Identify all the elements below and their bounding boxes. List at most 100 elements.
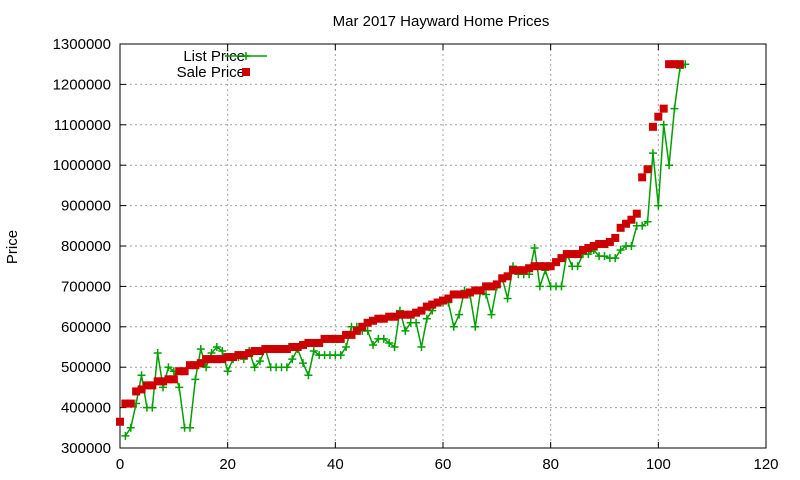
sale-price-point	[600, 239, 609, 248]
sale-price-point	[202, 355, 211, 364]
sale-price-point	[482, 282, 491, 291]
sale-price-point	[245, 349, 254, 358]
sale-price-point	[148, 381, 157, 390]
sale-price-point	[638, 173, 647, 182]
y-tick-label: 400000	[61, 400, 111, 417]
sale-price-point	[433, 298, 442, 307]
sale-price-point	[584, 244, 593, 253]
sale-price-point	[428, 300, 437, 309]
y-tick-label: 1300000	[53, 36, 111, 53]
list-price-point	[390, 343, 399, 351]
sale-price-point	[455, 290, 464, 299]
legend-marker-sale-price	[242, 68, 250, 76]
sale-price-point	[530, 262, 539, 271]
y-tick-label: 500000	[61, 359, 111, 376]
sale-price-point	[180, 367, 189, 376]
sale-price-point	[578, 246, 587, 255]
sale-price-point	[492, 280, 501, 289]
sale-price-point	[589, 242, 598, 250]
sale-price-point	[363, 318, 372, 327]
list-price-point	[164, 363, 173, 372]
sale-price-point	[508, 266, 517, 275]
sale-price-point	[218, 355, 227, 364]
y-axis-label: Price	[4, 230, 21, 264]
chart-title: Mar 2017 Hayward Home Prices	[333, 13, 550, 30]
list-price-point	[385, 338, 394, 347]
x-tick-label: 60	[435, 456, 452, 473]
list-price-point	[191, 375, 200, 384]
sale-price-point	[369, 316, 378, 325]
list-price-point	[137, 371, 146, 380]
sale-price-point	[331, 334, 340, 343]
sale-price-point	[568, 250, 577, 259]
tick-labels: 0 20 40 60 80 100 120 300000 400000 500000 600000 7…	[53, 36, 779, 473]
grid-lines	[120, 44, 766, 448]
sale-price-point	[185, 361, 194, 370]
list-price-point	[309, 347, 318, 356]
sale-price-point	[665, 60, 674, 69]
list-price-point	[611, 254, 620, 263]
sale-price-point	[487, 282, 496, 291]
sale-price-point	[116, 417, 124, 426]
sale-price-point	[159, 377, 168, 386]
sale-price-point	[605, 237, 614, 246]
list-price-point	[185, 423, 194, 432]
legend-label-list-price: List Price	[183, 48, 245, 65]
sale-price-point	[632, 209, 641, 218]
list-price-point	[175, 383, 184, 392]
sale-price-point	[315, 338, 324, 347]
list-price-point	[412, 318, 421, 327]
sale-price-point	[288, 343, 297, 351]
sale-price-point	[153, 377, 162, 386]
sale-price-point	[239, 351, 248, 360]
list-price-point	[665, 161, 674, 170]
sale-price-point	[261, 345, 270, 354]
sale-price-point	[552, 258, 561, 267]
list-price-point	[455, 310, 464, 319]
sale-price-point	[514, 266, 523, 275]
sale-price-point	[385, 312, 394, 321]
list-price-point	[471, 322, 480, 331]
list-price-point	[288, 355, 297, 364]
sale-price-point	[229, 353, 238, 362]
sale-price-point	[212, 355, 221, 364]
list-price-point	[202, 363, 211, 372]
y-tick-label: 1200000	[53, 76, 111, 93]
series-list-price	[121, 60, 690, 440]
list-price-point	[638, 221, 647, 230]
sale-price-point	[196, 359, 205, 368]
sale-price-point	[670, 60, 679, 69]
plot-axes	[119, 43, 767, 449]
sale-price-point	[191, 361, 200, 370]
sale-price-point	[503, 272, 512, 281]
sale-price-point	[336, 334, 345, 343]
sale-price-point	[675, 60, 684, 69]
sale-price-point	[137, 385, 146, 394]
list-price-point	[449, 322, 458, 331]
sale-price-point	[234, 351, 243, 360]
list-price-point	[616, 246, 625, 255]
sale-price-point	[498, 274, 507, 283]
sale-price-point	[121, 399, 130, 408]
sale-price-point	[255, 347, 264, 356]
x-tick-label: 40	[327, 456, 344, 473]
list-price-point	[212, 343, 221, 351]
list-price-point	[299, 359, 308, 368]
sale-price-point	[320, 334, 329, 343]
list-price-point	[218, 347, 227, 356]
list-price-point	[627, 242, 636, 250]
y-tick-label: 300000	[61, 440, 111, 457]
series-sale-price	[116, 60, 684, 426]
sale-price-point	[412, 308, 421, 317]
sale-price-point	[390, 312, 399, 321]
sale-price-point	[417, 306, 426, 315]
sale-price-point	[611, 233, 620, 242]
sale-price-point	[616, 223, 625, 232]
list-price-point	[304, 371, 313, 380]
sale-price-point	[395, 310, 404, 319]
sale-price-point	[557, 254, 566, 263]
sale-price-point	[422, 302, 431, 311]
sale-price-point	[546, 262, 555, 271]
list-price-point	[530, 244, 539, 253]
x-tick-label: 0	[116, 456, 124, 473]
